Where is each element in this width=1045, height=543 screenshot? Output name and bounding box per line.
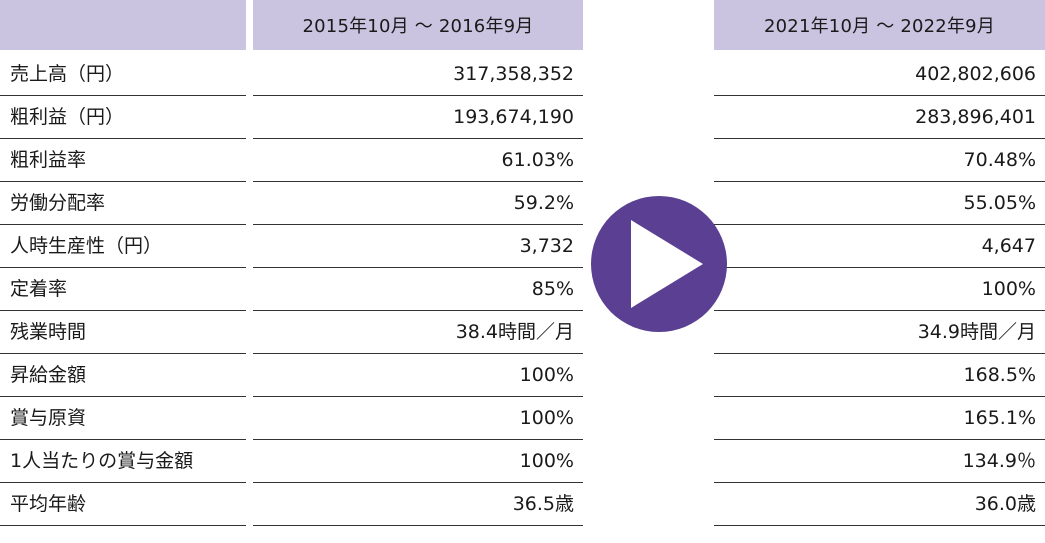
row-label: 昇給金額 (0, 354, 246, 397)
before-value: 36.5歳 (253, 483, 583, 526)
before-value: 100% (253, 354, 583, 397)
after-value: 134.9％ (714, 440, 1045, 483)
before-value: 100% (253, 440, 583, 483)
before-value: 3,732 (253, 225, 583, 268)
before-value: 193,674,190 (253, 96, 583, 139)
before-value: 59.2% (253, 182, 583, 225)
before-value: 61.03% (253, 139, 583, 182)
header-period-before-label: 2015年10月 ～ 2016年9月 (302, 16, 534, 37)
row-label: 粗利益（円） (0, 96, 246, 139)
row-label: 売上高（円） (0, 53, 246, 96)
play-arrow-icon (591, 196, 727, 332)
after-value: 168.5% (714, 354, 1045, 397)
row-label: 人時生産性（円） (0, 225, 246, 268)
after-value: 34.9時間／月 (714, 311, 1045, 354)
after-value: 55.05% (714, 182, 1045, 225)
header-period-after-label: 2021年10月 ～ 2022年9月 (763, 16, 996, 37)
before-value: 38.4時間／月 (253, 311, 583, 354)
after-value: 36.0歳 (714, 483, 1045, 526)
header-period-before: 2015年10月 ～ 2016年9月 (253, 0, 583, 50)
before-value: 100% (253, 397, 583, 440)
after-value: 4,647 (714, 225, 1045, 268)
after-value: 70.48% (714, 139, 1045, 182)
before-values-column: 317,358,352 193,674,190 61.03% 59.2% 3,7… (253, 53, 583, 526)
metric-labels-column: 売上高（円） 粗利益（円） 粗利益率 労働分配率 人時生産性（円） 定着率 残業… (0, 53, 246, 526)
after-value: 283,896,401 (714, 96, 1045, 139)
after-value: 165.1% (714, 397, 1045, 440)
row-label: 1人当たりの賞与金額 (0, 440, 246, 483)
row-label: 労働分配率 (0, 182, 246, 225)
header-blank-cell (0, 0, 246, 50)
row-label: 定着率 (0, 268, 246, 311)
row-label: 平均年齢 (0, 483, 246, 526)
after-values-column: 402,802,606 283,896,401 70.48% 55.05% 4,… (714, 53, 1045, 526)
before-value: 317,358,352 (253, 53, 583, 96)
after-value: 402,802,606 (714, 53, 1045, 96)
row-label: 残業時間 (0, 311, 246, 354)
row-label: 賞与原資 (0, 397, 246, 440)
before-value: 85% (253, 268, 583, 311)
after-value: 100% (714, 268, 1045, 311)
row-label: 粗利益率 (0, 139, 246, 182)
play-arrow-triangle (631, 220, 703, 308)
header-period-after: 2021年10月 ～ 2022年9月 (714, 0, 1045, 50)
